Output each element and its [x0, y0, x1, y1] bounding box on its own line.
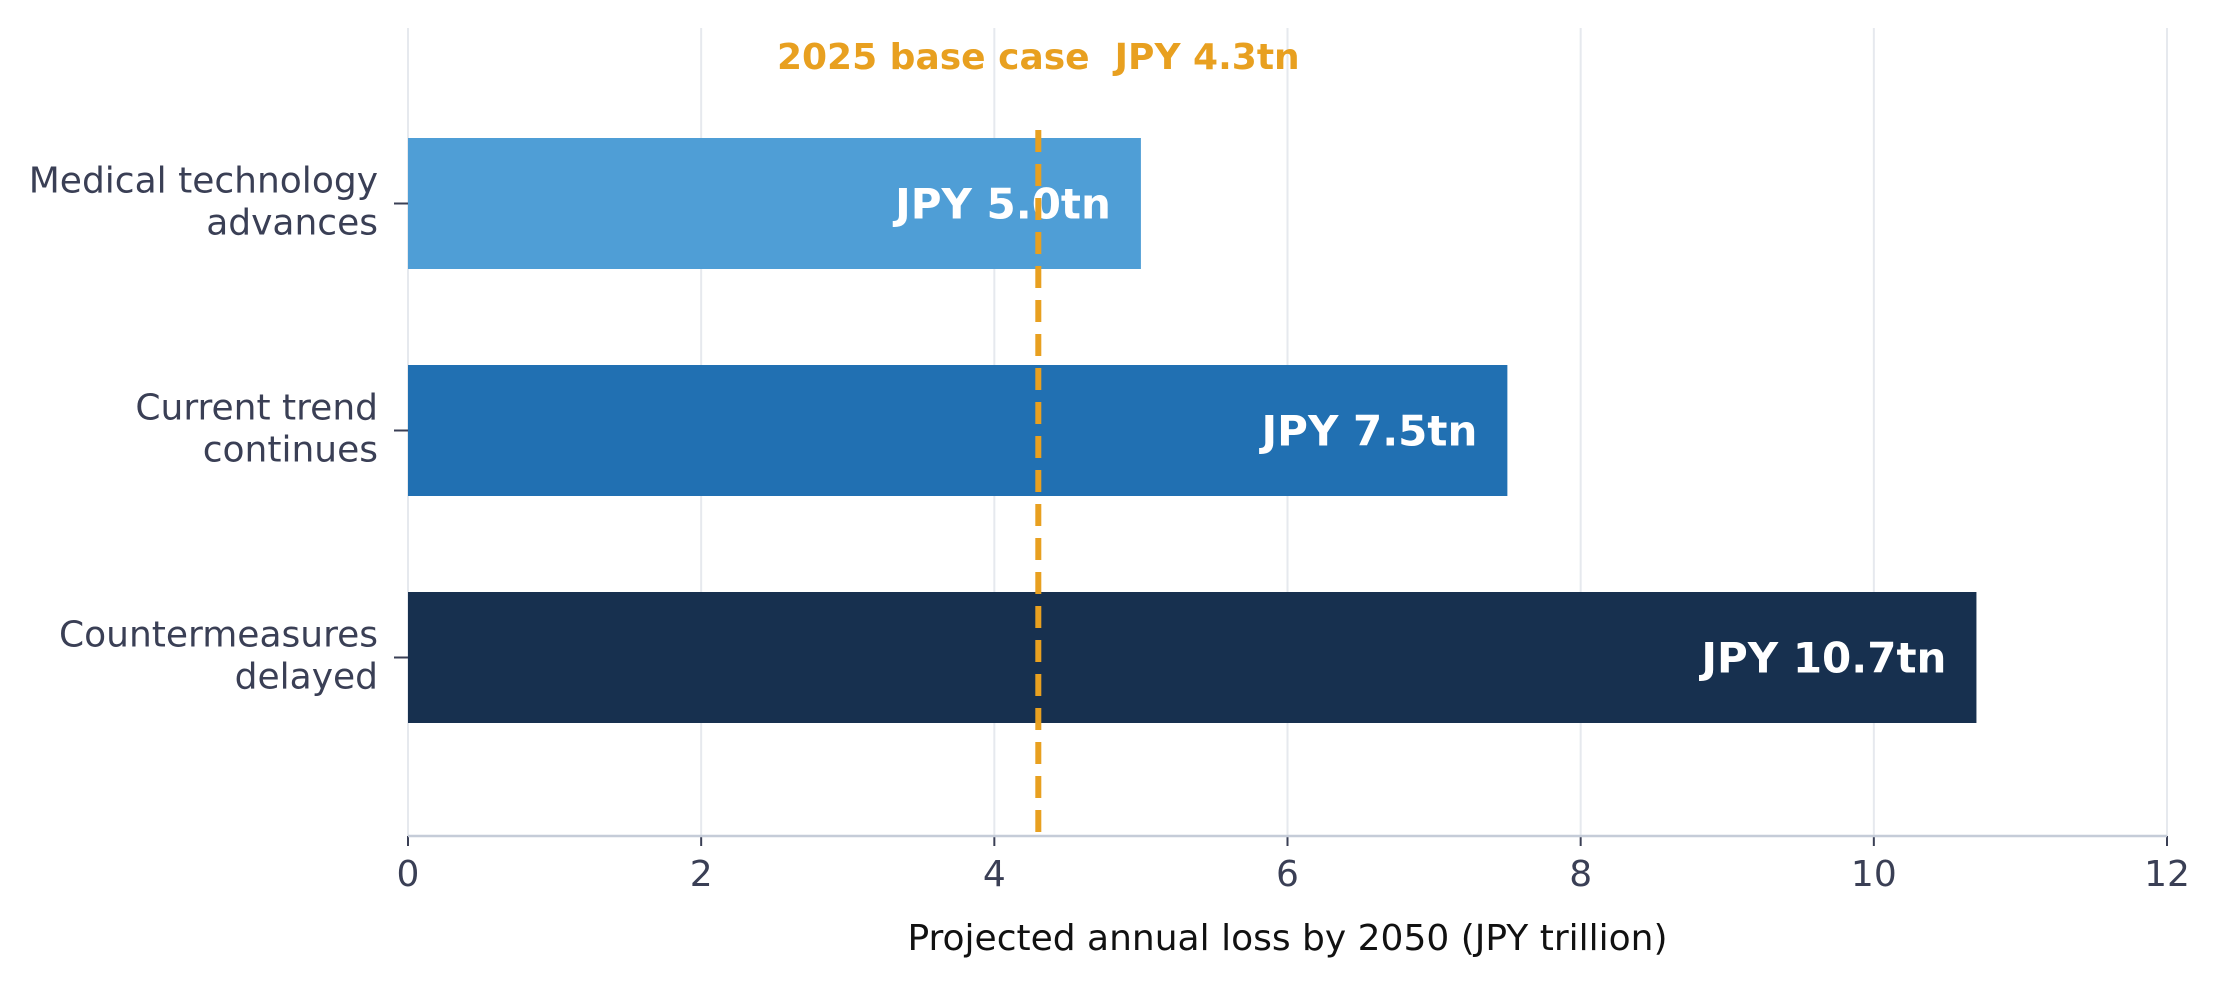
bar-value-label: JPY 10.7tn — [1698, 634, 1946, 683]
y-category-label: Medical technology — [29, 161, 378, 202]
x-tick-label: 10 — [1851, 854, 1897, 895]
bar — [408, 138, 1141, 269]
x-axis-title: Projected annual loss by 2050 (JPY trill… — [907, 918, 1667, 959]
bar — [408, 365, 1508, 496]
x-tick-label: 6 — [1276, 854, 1299, 895]
bar-value-label: JPY 7.5tn — [1259, 407, 1478, 456]
reference-line-group: 2025 base case JPY 4.3tn — [777, 37, 1300, 836]
y-category-label: Current trend — [135, 388, 378, 429]
x-tick-label: 8 — [1569, 854, 1592, 895]
y-category-label: advances — [206, 203, 378, 244]
x-axis: 0 2 4 6 8 10 12 — [397, 834, 2190, 895]
bar — [408, 592, 1977, 723]
y-category-label: delayed — [235, 657, 378, 698]
x-tick-label: 12 — [2144, 854, 2190, 895]
x-tick-label: 4 — [983, 854, 1006, 895]
x-tick-label: 0 — [397, 854, 420, 895]
bar-value-label: JPY 5.0tn — [892, 180, 1111, 229]
reference-line-label: 2025 base case JPY 4.3tn — [777, 37, 1300, 78]
y-category-label: Countermeasures — [59, 615, 378, 656]
y-category-label: continues — [203, 430, 378, 471]
x-tick-label: 2 — [690, 854, 713, 895]
bars: JPY 5.0tn JPY 7.5tn JPY 10.7tn — [408, 138, 1977, 723]
